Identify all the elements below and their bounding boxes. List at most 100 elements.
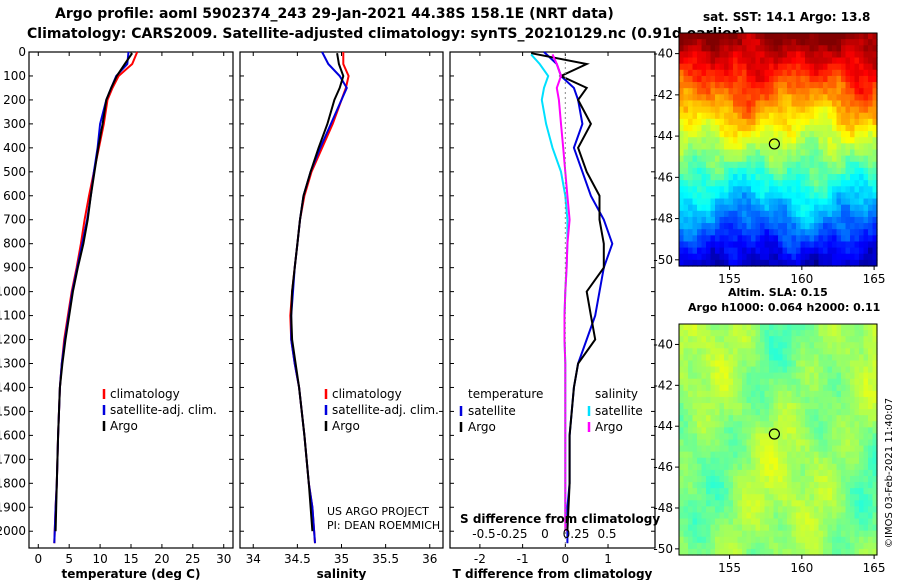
map-sla_map: 155 160 165-40-42-44-46-48-50 — [653, 323, 886, 575]
map-cell — [692, 131, 698, 138]
map-cell — [782, 204, 788, 212]
map-cell — [746, 475, 752, 483]
map-cell — [719, 45, 725, 52]
map-cell — [692, 112, 698, 120]
map-cell — [692, 451, 698, 459]
map-cell — [845, 512, 851, 520]
map-cell — [854, 457, 860, 465]
map-cell — [859, 241, 865, 249]
map-cell — [809, 198, 815, 206]
map-cell — [791, 174, 797, 181]
map-cell — [805, 82, 811, 89]
map-cell — [868, 229, 874, 236]
map-cell — [827, 506, 833, 514]
map-cell — [850, 69, 856, 77]
map-cell — [796, 229, 802, 236]
map-cell — [872, 348, 878, 355]
map-cell — [791, 33, 797, 40]
map-cell — [733, 45, 739, 52]
map-cell — [791, 112, 797, 120]
map-cell — [778, 180, 784, 187]
map-cell — [773, 518, 779, 526]
map-cell — [854, 174, 860, 181]
map-cell — [832, 167, 838, 175]
map-cell — [715, 524, 721, 532]
map-cell — [724, 149, 730, 157]
map-cell — [827, 439, 833, 447]
map-cell — [841, 451, 847, 459]
map-cell — [755, 75, 761, 83]
map-cell — [760, 433, 766, 441]
map-cell — [697, 253, 703, 261]
map-cell — [805, 445, 811, 453]
sla_map-ytick-label: -42 — [653, 378, 673, 392]
map-cell — [719, 51, 725, 59]
map-cell — [845, 403, 851, 410]
map-cell — [737, 161, 743, 169]
map-cell — [782, 336, 788, 343]
map-cell — [679, 378, 685, 386]
map-cell — [701, 372, 707, 380]
difference-xtick-label: 1 — [604, 552, 612, 566]
map-cell — [818, 542, 824, 550]
map-cell — [868, 390, 874, 398]
map-cell — [706, 482, 712, 489]
map-cell — [809, 33, 815, 40]
map-cell — [760, 427, 766, 435]
map-cell — [751, 488, 757, 495]
map-cell — [769, 390, 775, 398]
map-cell — [872, 390, 878, 398]
map-cell — [863, 82, 869, 89]
map-cell — [814, 33, 820, 40]
map-cell — [751, 330, 757, 337]
map-cell — [719, 198, 725, 206]
map-cell — [832, 118, 838, 126]
map-cell — [760, 542, 766, 550]
map-cell — [751, 390, 757, 398]
map-cell — [850, 524, 856, 532]
map-cell — [841, 396, 847, 404]
map-cell — [692, 63, 698, 71]
map-cell — [796, 45, 802, 52]
map-cell — [769, 336, 775, 343]
map-cell — [850, 336, 856, 343]
map-cell — [679, 235, 685, 243]
map-cell — [751, 542, 757, 550]
map-cell — [724, 247, 730, 255]
map-cell — [737, 57, 743, 65]
map-cell — [751, 247, 757, 255]
map-cell — [706, 155, 712, 163]
map-cell — [737, 415, 743, 422]
map-cell — [872, 372, 878, 380]
map-cell — [805, 259, 811, 267]
map-cell — [706, 494, 712, 501]
map-cell — [863, 482, 869, 489]
map-cell — [868, 396, 874, 404]
map-cell — [719, 69, 725, 77]
map-cell — [692, 210, 698, 218]
map-cell — [850, 390, 856, 398]
map-cell — [688, 536, 694, 544]
map-cell — [800, 192, 806, 200]
map-cell — [679, 324, 685, 331]
map-cell — [706, 186, 712, 194]
map-cell — [706, 63, 712, 71]
map-cell — [854, 427, 860, 435]
map-cell — [800, 131, 806, 138]
map-cell — [755, 475, 761, 483]
map-cell — [742, 536, 748, 544]
map-cell — [719, 482, 725, 489]
map-cell — [823, 167, 829, 175]
map-cell — [683, 324, 689, 331]
map-cell — [872, 106, 878, 114]
map-cell — [872, 324, 878, 331]
map-cell — [710, 506, 716, 514]
map-cell — [715, 174, 721, 181]
map-cell — [800, 330, 806, 337]
map-cell — [823, 324, 829, 331]
map-cell — [863, 216, 869, 224]
map-cell — [791, 149, 797, 157]
map-cell — [859, 94, 865, 102]
map-cell — [701, 488, 707, 495]
map-cell — [760, 494, 766, 501]
